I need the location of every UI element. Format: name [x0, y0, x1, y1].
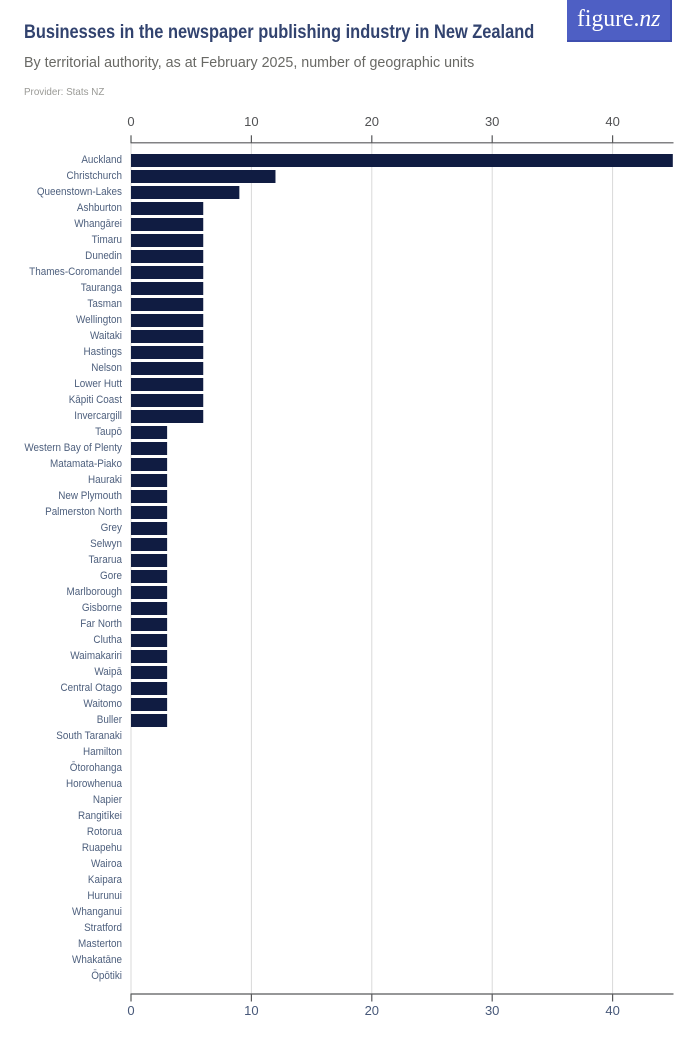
svg-text:Horowhenua: Horowhenua — [66, 778, 122, 791]
svg-text:Grey: Grey — [101, 522, 123, 535]
svg-text:Central Otago: Central Otago — [60, 682, 122, 695]
svg-text:Selwyn: Selwyn — [90, 538, 122, 551]
svg-text:Invercargill: Invercargill — [74, 410, 122, 423]
svg-text:0: 0 — [127, 114, 134, 129]
svg-text:Ōpōtiki: Ōpōtiki — [91, 970, 122, 983]
svg-text:Gore: Gore — [100, 570, 122, 583]
svg-text:Marlborough: Marlborough — [67, 586, 123, 599]
svg-text:Hauraki: Hauraki — [88, 474, 122, 487]
svg-text:Lower Hutt: Lower Hutt — [74, 378, 122, 391]
svg-text:Wairoa: Wairoa — [91, 858, 122, 871]
svg-text:Whangārei: Whangārei — [74, 218, 122, 231]
svg-text:Waimakariri: Waimakariri — [70, 650, 122, 663]
svg-text:Gisborne: Gisborne — [82, 602, 122, 615]
svg-text:Christchurch: Christchurch — [67, 170, 123, 183]
svg-text:Hamilton: Hamilton — [83, 746, 122, 759]
svg-text:Ashburton: Ashburton — [77, 202, 122, 215]
svg-text:Waipā: Waipā — [94, 666, 122, 679]
svg-text:Western Bay of Plenty: Western Bay of Plenty — [24, 442, 122, 455]
svg-text:Nelson: Nelson — [91, 362, 122, 375]
svg-text:10: 10 — [244, 1003, 258, 1018]
svg-text:Whanganui: Whanganui — [72, 906, 122, 919]
svg-text:40: 40 — [605, 1003, 619, 1018]
svg-text:Waitaki: Waitaki — [90, 330, 122, 343]
svg-text:Queenstown-Lakes: Queenstown-Lakes — [37, 186, 122, 199]
svg-text:Rangitīkei: Rangitīkei — [78, 810, 122, 823]
svg-text:Stratford: Stratford — [84, 922, 122, 935]
svg-text:40: 40 — [605, 114, 619, 129]
svg-text:Whakatāne: Whakatāne — [72, 954, 122, 967]
svg-text:Buller: Buller — [97, 714, 123, 727]
svg-text:South Taranaki: South Taranaki — [56, 730, 122, 743]
svg-text:Kāpiti Coast: Kāpiti Coast — [69, 394, 122, 407]
svg-text:Kaipara: Kaipara — [88, 874, 122, 887]
svg-text:Taupō: Taupō — [95, 426, 122, 439]
svg-text:Far North: Far North — [80, 618, 122, 631]
svg-text:Waitomo: Waitomo — [83, 698, 122, 711]
svg-text:New Plymouth: New Plymouth — [58, 490, 122, 503]
svg-text:Hurunui: Hurunui — [87, 890, 122, 903]
svg-text:Tasman: Tasman — [87, 298, 122, 311]
svg-text:Palmerston North: Palmerston North — [45, 506, 122, 519]
svg-text:30: 30 — [485, 1003, 499, 1018]
svg-text:Thames-Coromandel: Thames-Coromandel — [29, 266, 122, 279]
svg-text:Timaru: Timaru — [92, 234, 122, 247]
svg-text:Matamata-Piako: Matamata-Piako — [50, 458, 122, 471]
svg-text:20: 20 — [365, 114, 379, 129]
svg-text:Wellington: Wellington — [76, 314, 122, 327]
svg-text:Ōtorohanga: Ōtorohanga — [70, 762, 122, 775]
svg-text:10: 10 — [244, 114, 258, 129]
svg-text:Tauranga: Tauranga — [81, 282, 122, 295]
svg-text:Dunedin: Dunedin — [85, 250, 122, 263]
svg-text:Masterton: Masterton — [78, 938, 122, 951]
svg-text:Rotorua: Rotorua — [87, 826, 122, 839]
svg-text:Auckland: Auckland — [81, 154, 122, 167]
svg-text:Napier: Napier — [93, 794, 123, 807]
svg-text:30: 30 — [485, 114, 499, 129]
svg-text:Clutha: Clutha — [93, 634, 122, 647]
svg-text:20: 20 — [365, 1003, 379, 1018]
svg-text:Hastings: Hastings — [84, 346, 122, 359]
svg-text:Ruapehu: Ruapehu — [82, 842, 122, 855]
svg-text:Tararua: Tararua — [88, 554, 122, 567]
svg-text:0: 0 — [127, 1003, 134, 1018]
